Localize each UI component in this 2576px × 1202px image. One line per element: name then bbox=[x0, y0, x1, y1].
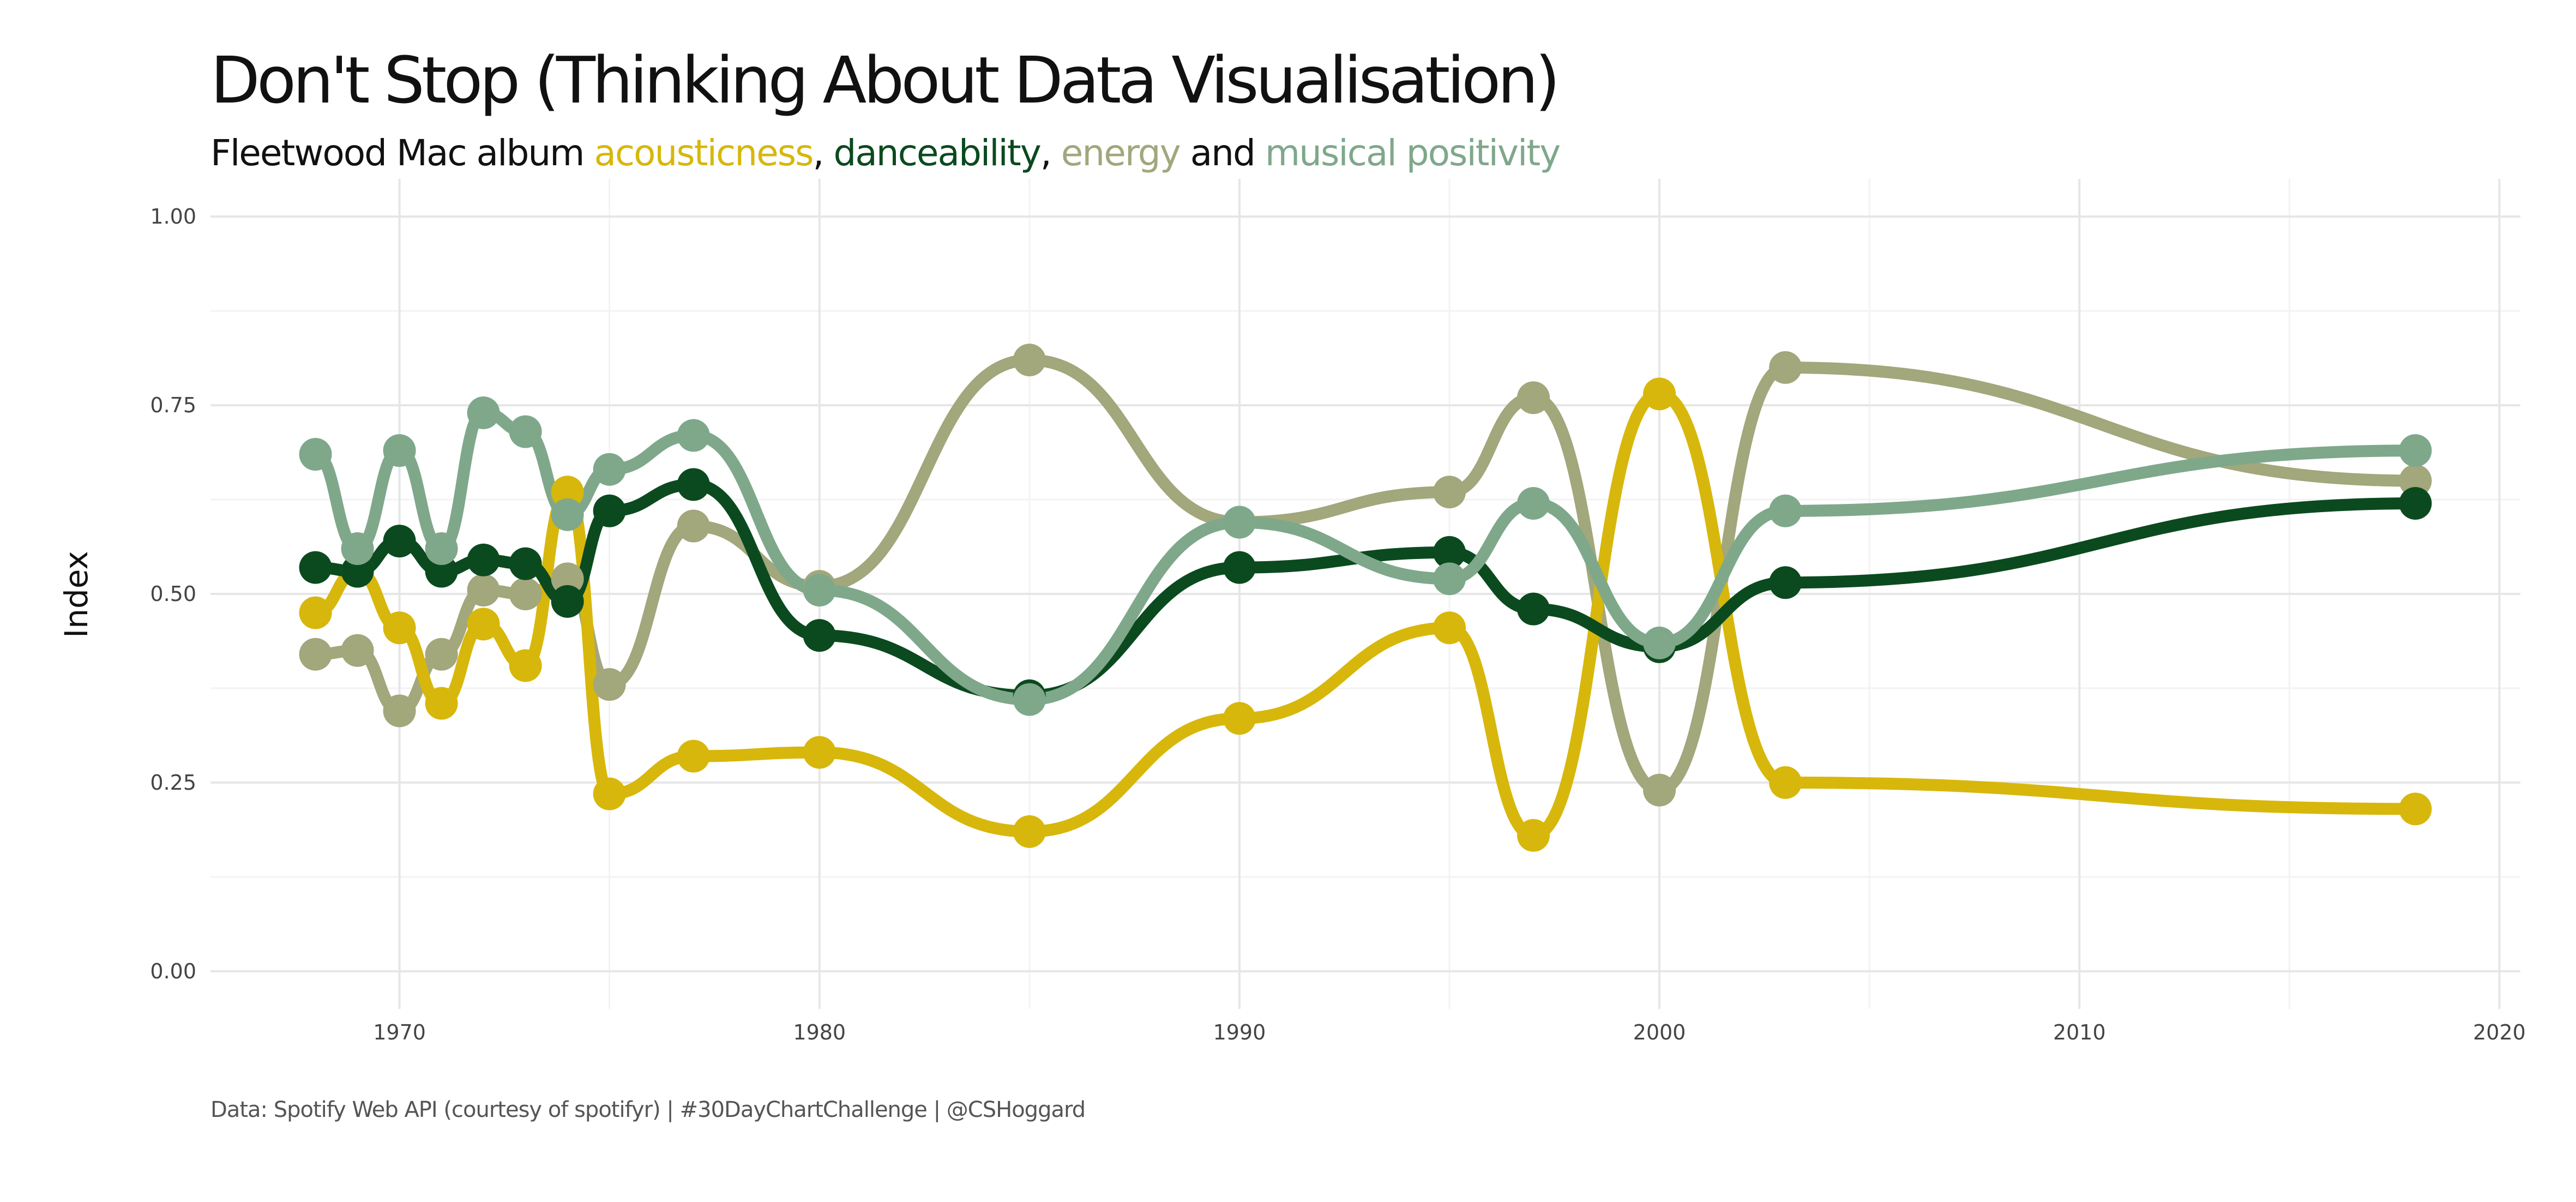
subtitle-separator: , bbox=[1040, 132, 1061, 174]
data-point-acousticness bbox=[677, 740, 710, 773]
y-tick-label: 0.75 bbox=[150, 393, 196, 417]
data-point-danceability bbox=[2399, 486, 2432, 520]
data-point-valence bbox=[2399, 434, 2432, 467]
y-tick-label: 0.00 bbox=[150, 959, 196, 983]
data-point-valence bbox=[1433, 562, 1466, 596]
x-tick-label: 1970 bbox=[373, 1020, 426, 1044]
data-point-danceability bbox=[1517, 592, 1550, 626]
data-point-acousticness bbox=[1013, 815, 1046, 848]
data-point-valence bbox=[383, 434, 416, 467]
series-points bbox=[299, 344, 2432, 852]
chart-caption: Data: Spotify Web API (courtesy of spoti… bbox=[210, 1097, 1086, 1122]
data-point-valence bbox=[299, 438, 332, 471]
data-point-danceability bbox=[383, 525, 416, 558]
series-lines bbox=[309, 354, 2422, 842]
subtitle-separator: , bbox=[812, 132, 834, 174]
data-point-energy bbox=[1643, 773, 1676, 807]
data-point-valence bbox=[341, 532, 374, 565]
data-point-danceability bbox=[593, 494, 626, 527]
legend-musical-positivity: musical positivity bbox=[1265, 132, 1561, 174]
data-point-energy bbox=[341, 634, 374, 667]
data-point-danceability bbox=[299, 551, 332, 584]
data-point-danceability bbox=[1223, 551, 1256, 584]
data-point-valence bbox=[1013, 683, 1046, 716]
data-point-acousticness bbox=[1769, 766, 1802, 799]
data-point-danceability bbox=[677, 468, 710, 501]
data-point-energy bbox=[1769, 351, 1802, 384]
legend-acousticness: acousticness bbox=[594, 132, 814, 174]
chart-title: Don't Stop (Thinking About Data Visualis… bbox=[210, 43, 1560, 118]
data-point-acousticness bbox=[1517, 819, 1550, 852]
x-tick-label: 2000 bbox=[1633, 1020, 1686, 1044]
data-point-acousticness bbox=[551, 476, 584, 509]
data-point-energy bbox=[425, 638, 458, 671]
data-point-danceability bbox=[425, 555, 458, 588]
data-point-acousticness bbox=[467, 608, 500, 641]
data-point-energy bbox=[467, 574, 500, 607]
data-point-valence bbox=[425, 532, 458, 565]
data-point-acousticness bbox=[1433, 611, 1466, 645]
data-point-energy bbox=[1433, 476, 1466, 509]
data-point-energy bbox=[1517, 381, 1550, 414]
data-point-valence bbox=[1223, 506, 1256, 539]
data-point-danceability bbox=[509, 547, 542, 580]
data-point-valence bbox=[1643, 626, 1676, 659]
y-tick-label: 0.25 bbox=[150, 771, 196, 795]
data-point-energy bbox=[593, 668, 626, 701]
data-point-energy bbox=[299, 638, 332, 671]
data-point-danceability bbox=[341, 555, 374, 588]
major-gridlines bbox=[210, 179, 2520, 1009]
data-point-energy bbox=[383, 694, 416, 728]
data-point-valence bbox=[467, 396, 500, 429]
legend-danceability: danceability bbox=[833, 132, 1041, 174]
data-point-valence bbox=[677, 419, 710, 452]
data-point-danceability bbox=[551, 585, 584, 618]
data-point-acousticness bbox=[299, 596, 332, 629]
legend-energy: energy bbox=[1061, 132, 1181, 174]
data-point-acousticness bbox=[2399, 792, 2432, 826]
data-point-acousticness bbox=[425, 687, 458, 720]
data-point-energy bbox=[1013, 344, 1046, 377]
data-point-danceability bbox=[467, 543, 500, 576]
data-point-energy bbox=[551, 562, 584, 596]
data-point-danceability bbox=[803, 619, 836, 652]
x-tick-label: 1980 bbox=[793, 1020, 846, 1044]
data-point-acousticness bbox=[509, 649, 542, 682]
data-point-acousticness bbox=[1643, 377, 1676, 411]
subtitle-and: and bbox=[1179, 132, 1265, 174]
data-point-acousticness bbox=[1223, 702, 1256, 735]
x-axis-ticks: 1970 1980 1990 2000 2010 2020 bbox=[373, 1020, 2526, 1044]
y-axis-ticks: 0.00 0.25 0.50 0.75 1.00 bbox=[150, 205, 196, 983]
data-point-valence bbox=[803, 574, 836, 607]
data-point-energy bbox=[509, 578, 542, 610]
data-point-valence bbox=[593, 453, 626, 486]
data-point-acousticness bbox=[383, 611, 416, 645]
x-tick-label: 2020 bbox=[2473, 1020, 2526, 1044]
x-tick-label: 1990 bbox=[1213, 1020, 1266, 1044]
data-point-acousticness bbox=[803, 736, 836, 769]
data-point-energy bbox=[677, 509, 710, 543]
data-point-acousticness bbox=[593, 777, 626, 810]
y-tick-label: 1.00 bbox=[150, 205, 196, 229]
data-point-danceability bbox=[1433, 536, 1466, 569]
subtitle-prefix: Fleetwood Mac album bbox=[210, 132, 594, 174]
y-tick-label: 0.50 bbox=[150, 582, 196, 606]
data-point-valence bbox=[1517, 486, 1550, 520]
data-point-valence bbox=[1769, 494, 1802, 527]
series-line-energy bbox=[309, 354, 2422, 796]
data-point-danceability bbox=[1769, 566, 1802, 599]
data-point-valence bbox=[509, 415, 542, 448]
chart-subtitle: Fleetwood Mac album acousticness, dancea… bbox=[210, 132, 1561, 174]
x-tick-label: 2010 bbox=[2053, 1020, 2106, 1044]
data-point-valence bbox=[551, 498, 584, 531]
data-point-energy bbox=[2399, 464, 2432, 497]
